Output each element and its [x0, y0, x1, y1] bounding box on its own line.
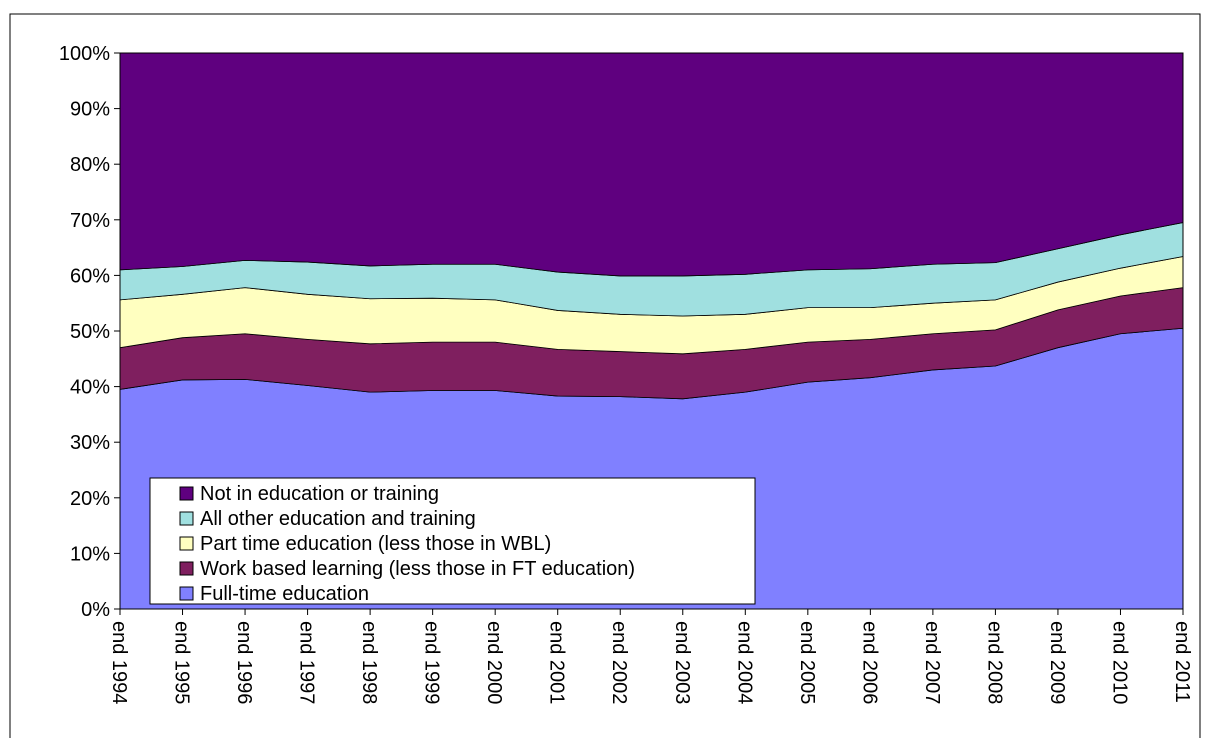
legend-label: Not in education or training: [200, 483, 439, 505]
x-tick-label: end 1998: [358, 621, 380, 704]
legend-swatch: [179, 511, 194, 526]
y-tick-label: 0%: [81, 599, 110, 621]
x-tick-label: end 2009: [1046, 621, 1068, 704]
x-tick-label: end 2001: [546, 621, 568, 704]
x-tick-label: end 1994: [108, 621, 130, 704]
y-tick-label: 80%: [70, 154, 110, 176]
x-tick-label: end 2002: [608, 621, 630, 704]
y-tick-label: 60%: [70, 265, 110, 287]
y-tick-label: 90%: [70, 99, 110, 121]
area: [119, 52, 1184, 277]
legend-label: Full-time education: [200, 583, 369, 605]
legend-label: Part time education (less those in WBL): [200, 533, 551, 555]
y-tick-label: 10%: [70, 543, 110, 565]
y-tick-label: 50%: [70, 321, 110, 343]
legend-swatch: [179, 586, 194, 601]
x-tick-label: end 2011: [1171, 621, 1193, 703]
x-tick-label: end 1999: [421, 621, 443, 704]
y-tick-label: 40%: [70, 377, 110, 399]
legend-swatch: [179, 486, 194, 501]
x-tick-label: end 2000: [483, 621, 505, 704]
y-tick-label: 100%: [59, 43, 110, 65]
x-tick-label: end 2003: [671, 621, 693, 704]
y-tick-label: 30%: [70, 432, 110, 454]
legend-swatch: [179, 536, 194, 551]
x-tick-label: end 1996: [233, 621, 255, 704]
legend-label: All other education and training: [200, 508, 476, 530]
y-tick-label: 70%: [70, 210, 110, 232]
x-tick-label: end 2008: [983, 621, 1005, 704]
x-tick-label: end 1997: [296, 621, 318, 704]
x-tick-label: end 2005: [796, 621, 818, 704]
legend-swatch: [179, 561, 194, 576]
legend-label: Work based learning (less those in FT ed…: [200, 558, 635, 580]
y-tick-label: 20%: [70, 488, 110, 510]
x-tick-label: end 2010: [1108, 621, 1130, 704]
x-tick-label: end 1995: [171, 621, 193, 704]
x-tick-label: end 2006: [858, 621, 880, 704]
x-tick-label: end 2004: [733, 621, 755, 704]
legend-box: [149, 477, 756, 605]
x-tick-label: end 2007: [921, 621, 943, 704]
